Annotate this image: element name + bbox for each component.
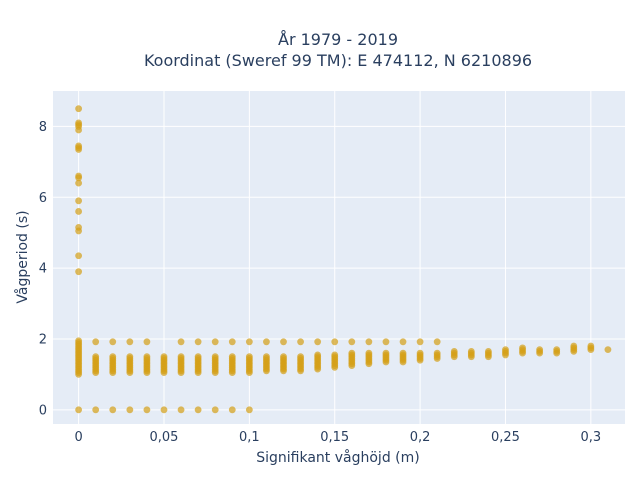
data-point xyxy=(331,351,339,359)
y-tick-label: 8 xyxy=(39,120,47,135)
data-point xyxy=(75,268,83,276)
data-point xyxy=(416,349,424,357)
data-point xyxy=(126,406,134,414)
data-point xyxy=(143,338,151,346)
data-point xyxy=(280,353,287,361)
data-point xyxy=(194,406,202,414)
data-point xyxy=(75,142,83,150)
data-point xyxy=(211,338,219,346)
data-point xyxy=(348,349,356,357)
data-point xyxy=(399,349,407,357)
data-point xyxy=(160,406,168,414)
data-point xyxy=(75,105,83,113)
data-point xyxy=(502,346,509,354)
data-point xyxy=(365,349,373,357)
data-point xyxy=(382,349,390,357)
grid-layer xyxy=(53,91,625,424)
data-point xyxy=(194,338,202,346)
data-point xyxy=(75,252,83,260)
data-point xyxy=(297,338,304,346)
y-tick-label: 6 xyxy=(39,191,47,206)
data-point xyxy=(143,353,151,361)
x-tick-label: 0,3 xyxy=(581,430,602,445)
data-point xyxy=(177,406,185,414)
data-point xyxy=(75,197,83,205)
data-point xyxy=(485,347,492,355)
data-point xyxy=(75,172,83,180)
data-point xyxy=(109,353,117,361)
data-point xyxy=(211,353,219,361)
x-tick-label: 0,15 xyxy=(320,430,349,445)
data-point xyxy=(92,353,100,361)
marker-layer xyxy=(75,105,612,414)
data-point xyxy=(109,406,117,414)
data-point xyxy=(177,338,185,346)
data-point xyxy=(587,342,595,350)
data-point xyxy=(75,119,83,127)
data-point xyxy=(314,351,322,359)
data-point xyxy=(126,353,134,361)
plot-area xyxy=(53,91,625,424)
data-point xyxy=(263,338,270,346)
data-point xyxy=(314,338,322,346)
x-axis-title: Signifikant våghöjd (m) xyxy=(256,449,419,466)
data-point xyxy=(177,353,185,361)
data-point xyxy=(416,338,424,346)
data-point xyxy=(604,346,612,354)
data-point xyxy=(263,353,270,361)
chart-title: År 1979 - 2019 xyxy=(278,30,398,49)
data-point xyxy=(75,208,83,215)
data-point xyxy=(399,338,407,346)
data-point xyxy=(109,338,117,346)
data-point xyxy=(433,349,441,357)
tick-layer: 0 0,05 0,1 0,15 0,2 0,25 0,3 0 2 4 6 8 xyxy=(39,120,601,445)
y-tick-label: 4 xyxy=(39,262,47,277)
x-tick-label: 0,1 xyxy=(239,430,260,445)
data-point xyxy=(245,338,253,346)
data-point xyxy=(228,338,236,346)
data-point xyxy=(331,338,339,346)
data-point xyxy=(553,346,561,354)
y-tick-label: 2 xyxy=(39,332,47,347)
data-point xyxy=(365,338,373,346)
data-point xyxy=(194,353,202,361)
y-tick-label: 0 xyxy=(39,403,47,418)
data-point xyxy=(75,179,83,187)
data-point xyxy=(228,353,236,361)
y-axis-title: Vågperiod (s) xyxy=(14,210,31,303)
data-point xyxy=(245,353,253,361)
data-point xyxy=(467,347,475,355)
data-point xyxy=(126,338,134,346)
data-point xyxy=(75,406,83,414)
data-point xyxy=(92,406,100,414)
data-point xyxy=(297,353,304,361)
data-point xyxy=(245,406,253,414)
chart-subtitle: Koordinat (Sweref 99 TM): E 474112, N 62… xyxy=(144,51,532,70)
data-point xyxy=(75,337,83,345)
data-point xyxy=(348,338,356,346)
data-point xyxy=(75,223,83,231)
x-tick-label: 0,2 xyxy=(410,430,431,445)
data-point xyxy=(160,353,168,361)
x-tick-label: 0 xyxy=(74,430,82,445)
data-point xyxy=(536,346,544,354)
data-point xyxy=(211,406,219,414)
data-point xyxy=(143,406,151,414)
x-tick-label: 0,05 xyxy=(150,430,179,445)
data-point xyxy=(450,347,458,355)
x-tick-label: 0,25 xyxy=(491,430,520,445)
data-point xyxy=(382,338,390,346)
data-point xyxy=(433,338,441,346)
data-point xyxy=(519,344,526,352)
data-point xyxy=(92,338,100,346)
data-point xyxy=(570,342,578,350)
data-point xyxy=(280,338,287,346)
data-point xyxy=(228,406,236,414)
